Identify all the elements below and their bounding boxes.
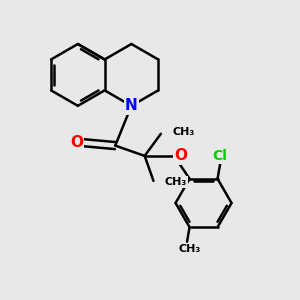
Text: CH₃: CH₃ <box>165 177 187 188</box>
Text: CH₃: CH₃ <box>179 244 201 254</box>
Text: O: O <box>70 135 83 150</box>
Text: CH₃: CH₃ <box>172 127 194 137</box>
Text: Cl: Cl <box>213 149 227 163</box>
Text: O: O <box>174 148 187 164</box>
Text: N: N <box>125 98 138 113</box>
